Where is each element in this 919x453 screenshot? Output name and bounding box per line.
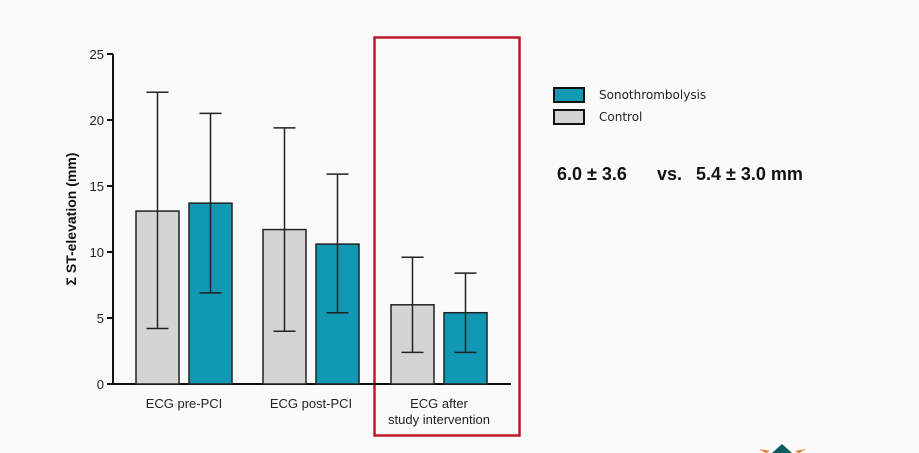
x-tick-label: study intervention <box>388 412 490 427</box>
legend-item-sonothrombolysis: Sonothrombolysis <box>553 84 706 106</box>
legend-label: Sonothrombolysis <box>599 88 707 102</box>
control-stat: 6.0 ± 3.6 <box>557 164 627 184</box>
legend: Sonothrombolysis Control <box>553 84 706 128</box>
x-tick-label: ECG pre-PCI <box>146 396 223 411</box>
legend-label: Control <box>599 110 643 124</box>
sono-stat: 5.4 ± 3.0 mm <box>695 164 803 184</box>
y-tick-label: 15 <box>90 179 104 194</box>
highlight-box <box>373 36 521 437</box>
y-tick-label: 10 <box>90 245 104 260</box>
x-tick-label: ECG post-PCI <box>270 396 352 411</box>
logo-icon <box>795 449 806 453</box>
legend-item-control: Control <box>553 106 706 128</box>
vs-label: vs. <box>656 164 682 184</box>
summary-stat: 6.0 ± 3.6 vs. 5.4 ± 3.0 mm <box>557 164 803 185</box>
y-tick-label: 20 <box>90 113 104 128</box>
y-axis-label: Σ ST-elevation (mm) <box>63 153 79 286</box>
legend-swatch <box>553 87 585 103</box>
y-tick-label: 5 <box>97 311 104 326</box>
logo-icon <box>759 449 770 453</box>
y-tick-label: 25 <box>90 47 104 62</box>
y-tick-label: 0 <box>97 377 104 392</box>
legend-swatch <box>553 109 585 125</box>
logo-icon <box>772 444 792 453</box>
x-tick-label: ECG after <box>410 396 468 411</box>
